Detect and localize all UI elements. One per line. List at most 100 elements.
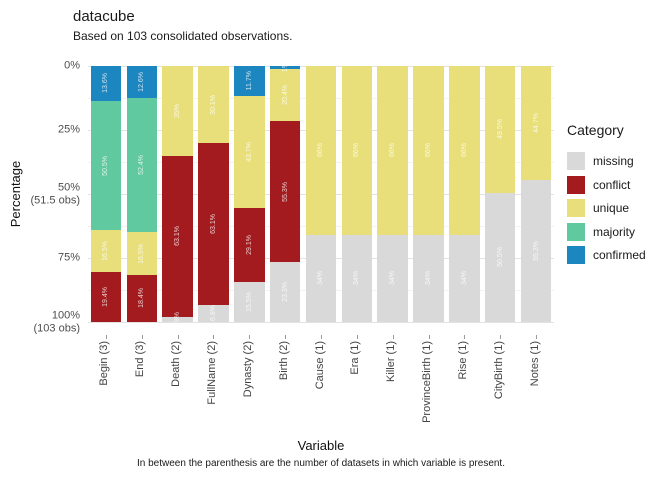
bar-segment-confirmed: 12.6% — [126, 66, 157, 99]
bar-segment-majority: 50.5% — [90, 100, 122, 231]
bar-segment-unique: 35% — [162, 66, 193, 156]
bar-segment-confirmed: 13.6% — [90, 66, 122, 101]
segment-value-label: 16.5% — [102, 241, 110, 262]
y-tick-label: 100% (103 obs) — [0, 309, 80, 334]
x-tick-mark — [213, 335, 215, 339]
y-tick-label: 25% — [0, 124, 80, 137]
bar-segment-unique: 20.4% — [269, 68, 301, 121]
segment-value-label: 52.4% — [138, 155, 146, 176]
x-tick-label: ProvinceBirth (1) — [421, 341, 434, 423]
bar-segment-unique: 44.7% — [520, 66, 552, 181]
segment-value-label: 35% — [174, 103, 182, 118]
segment-value-label: 34% — [425, 271, 433, 286]
legend-swatch-unique — [567, 199, 585, 217]
x-tick-label: CityBirth (1) — [492, 341, 505, 400]
y-tick-label: 0% — [0, 60, 80, 73]
bar-segment-majority: 52.4% — [126, 98, 157, 233]
bar-segment-missing: 34% — [449, 234, 480, 322]
x-tick-label: Birth (2) — [277, 341, 290, 381]
y-tick-subtext: (103 obs) — [33, 322, 80, 334]
x-tick-mark — [105, 335, 107, 339]
bar-segment-missing: 34% — [413, 234, 444, 322]
segment-value-label: 30.1% — [209, 94, 217, 115]
segment-value-label: 66% — [460, 143, 468, 158]
segment-value-label: 43.7% — [245, 141, 253, 162]
legend-label: confirmed — [593, 248, 646, 262]
segment-value-label: 18.4% — [138, 288, 146, 309]
bar-segment-missing: 50.5% — [484, 192, 516, 322]
segment-value-label: 34% — [460, 271, 468, 286]
segment-value-label: 34% — [317, 271, 325, 286]
segment-value-label: 63.1% — [209, 213, 217, 234]
legend-swatch-confirmed — [567, 246, 585, 264]
x-tick-mark — [500, 335, 502, 339]
segment-value-label: 20.4% — [281, 84, 289, 105]
bar-segment-unique: 16.5% — [90, 230, 122, 273]
y-tick-text: 100% — [51, 309, 80, 322]
y-tick-text: 25% — [57, 123, 80, 136]
segment-value-label: 23.3% — [281, 282, 289, 303]
segment-value-label: 66% — [353, 143, 361, 158]
legend-label: missing — [593, 154, 634, 168]
x-tick-label: Killer (1) — [385, 341, 398, 382]
bar-segment-unique: 66% — [377, 66, 408, 235]
legend-item-missing: missing — [567, 152, 672, 170]
bar-segment-unique: 30.1% — [198, 66, 229, 144]
y-tick-text: 75% — [57, 251, 80, 264]
y-tick-text: 50% — [57, 181, 80, 194]
legend-label: conflict — [593, 177, 631, 192]
bar-segment-unique: 66% — [449, 66, 480, 235]
x-tick-mark — [428, 335, 430, 339]
bar-segment-confirmed: 11.7% — [234, 66, 265, 96]
bar-segment-confirmed: 1% — [269, 62, 301, 72]
chart-caption: In between the parenthesis are the numbe… — [137, 458, 505, 469]
legend-item-majority: majority — [567, 222, 672, 241]
x-tick-mark — [141, 335, 143, 339]
segment-value-label: 12.6% — [138, 72, 146, 93]
bar-segment-conflict: 19.4% — [90, 272, 122, 322]
bar-segment-conflict: 63.1% — [198, 143, 229, 305]
legend-swatch-missing — [567, 152, 585, 170]
segment-value-label: 55.3% — [281, 181, 289, 202]
bar-segment-missing: 34% — [377, 234, 408, 322]
x-tick-mark — [464, 335, 466, 339]
bar-segment-missing: 55.3% — [520, 180, 552, 322]
segment-value-label: 16.5% — [138, 243, 146, 264]
bar-segment-conflict: 29.1% — [234, 207, 265, 283]
legend-label: unique — [593, 201, 630, 215]
x-tick-mark — [177, 335, 179, 339]
legend-title: Category — [567, 122, 624, 138]
x-tick-label: Begin (3) — [98, 341, 111, 386]
bar-segment-unique: 16.5% — [126, 232, 157, 275]
segment-value-label: 34% — [353, 271, 361, 286]
plot-panel: 13.6% 50.5% 16.5% 19.4% 12.6% 52.4% 16.5% 18.4%… — [88, 54, 554, 335]
legend-item-conflict: conflict — [567, 175, 672, 194]
bar-segment-missing: 34% — [305, 234, 337, 322]
segment-value-label: 19.4% — [102, 287, 110, 308]
bar-segment-unique: 66% — [305, 66, 337, 235]
chart-title: datacube — [73, 8, 135, 25]
bar-segment-missing: 15.5% — [234, 282, 265, 322]
x-tick-mark — [249, 335, 251, 339]
legend: Category missing conflict unique majority co… — [567, 122, 672, 270]
bar-segment-unique: 43.7% — [234, 95, 265, 208]
bar-segment-unique: 66% — [341, 66, 373, 235]
bar-segment-conflict: 55.3% — [269, 120, 301, 263]
segment-value-label: 1.9% — [174, 311, 182, 328]
y-tick-label: 75% — [0, 252, 80, 265]
segment-value-label: 34% — [389, 271, 397, 286]
x-tick-mark — [392, 335, 394, 339]
segment-value-label: 11.7% — [245, 71, 253, 91]
y-tick-label: 50% (51.5 obs) — [0, 181, 80, 206]
segment-value-label: 15.5% — [245, 292, 253, 313]
x-tick-label: FullName (2) — [205, 341, 218, 405]
legend-swatch-conflict — [567, 175, 585, 194]
x-tick-label: Death (2) — [170, 341, 183, 387]
x-tick-mark — [321, 335, 322, 339]
legend-item-confirmed: confirmed — [567, 246, 672, 264]
bar-segment-unique: 66% — [413, 66, 444, 235]
segment-value-label: 44.7% — [532, 113, 540, 134]
gridline-major — [88, 322, 554, 323]
legend-swatch-majority — [567, 222, 585, 241]
segment-value-label: 55.3% — [532, 241, 540, 262]
